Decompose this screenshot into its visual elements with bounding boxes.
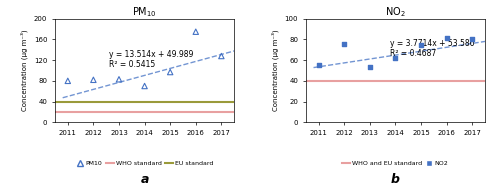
Text: a: a	[140, 173, 149, 186]
Point	[442, 37, 450, 40]
Point	[468, 38, 476, 41]
Text: y = 13.514x + 49.989
R² = 0.5415: y = 13.514x + 49.989 R² = 0.5415	[108, 50, 193, 69]
Point	[90, 78, 98, 81]
Point	[140, 85, 148, 88]
Point	[64, 79, 72, 82]
Point	[192, 30, 200, 33]
Legend: WHO and EU standard, NO2: WHO and EU standard, NO2	[340, 158, 451, 169]
Point	[366, 66, 374, 69]
Point	[314, 64, 322, 67]
Y-axis label: Concentration (μg m⁻³): Concentration (μg m⁻³)	[272, 30, 279, 111]
Title: NO$_2$: NO$_2$	[385, 5, 406, 19]
Point	[115, 78, 123, 81]
Text: y = 3.7714x + 53.586
R² = 0.4687: y = 3.7714x + 53.586 R² = 0.4687	[390, 39, 475, 58]
Title: PM$_{10}$: PM$_{10}$	[132, 5, 157, 19]
Point	[340, 42, 348, 45]
Point	[166, 70, 174, 74]
Point	[218, 55, 226, 58]
Text: b: b	[391, 173, 400, 186]
Y-axis label: Concentration (μg m⁻³): Concentration (μg m⁻³)	[21, 30, 28, 111]
Point	[392, 57, 400, 60]
Point	[417, 43, 425, 46]
Legend: PM10, WHO standard, EU standard: PM10, WHO standard, EU standard	[74, 158, 216, 169]
